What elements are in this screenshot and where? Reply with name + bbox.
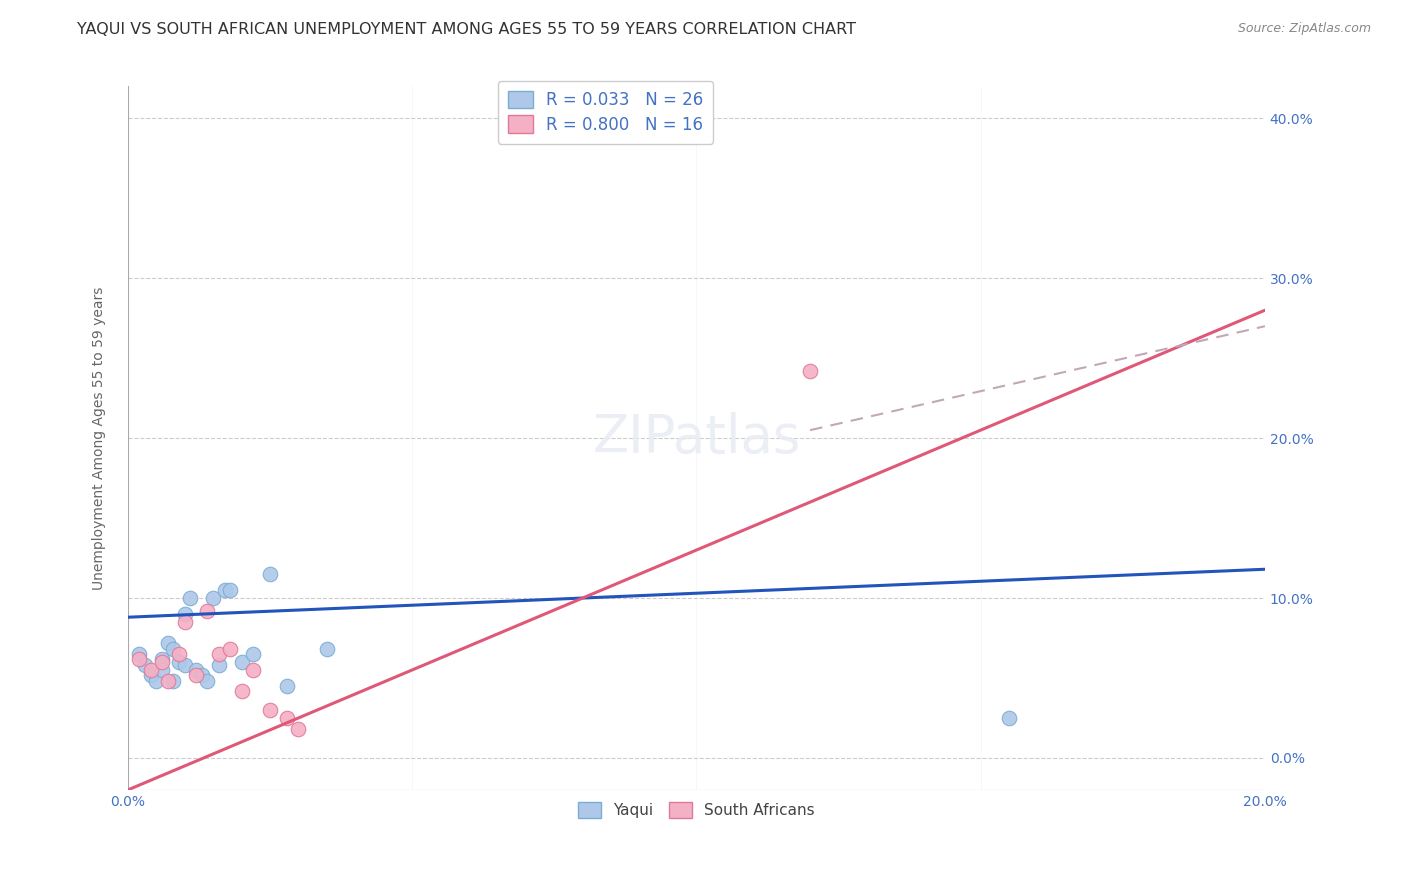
- Point: [219, 582, 242, 597]
- Point: [276, 679, 298, 693]
- Point: [799, 364, 821, 378]
- Point: [128, 652, 150, 666]
- Text: YAQUI VS SOUTH AFRICAN UNEMPLOYMENT AMONG AGES 55 TO 59 YEARS CORRELATION CHART: YAQUI VS SOUTH AFRICAN UNEMPLOYMENT AMON…: [77, 22, 856, 37]
- Point: [197, 604, 219, 618]
- Text: ZIPatlas: ZIPatlas: [592, 412, 800, 464]
- Y-axis label: Unemployment Among Ages 55 to 59 years: Unemployment Among Ages 55 to 59 years: [93, 286, 107, 590]
- Point: [231, 655, 253, 669]
- Point: [184, 667, 207, 681]
- Point: [219, 642, 242, 657]
- Point: [150, 652, 173, 666]
- Point: [156, 636, 179, 650]
- Point: [150, 655, 173, 669]
- Point: [145, 674, 167, 689]
- Point: [162, 674, 184, 689]
- Point: [167, 647, 190, 661]
- Point: [276, 711, 298, 725]
- Point: [287, 722, 309, 736]
- Point: [231, 683, 253, 698]
- Point: [162, 642, 184, 657]
- Point: [315, 642, 337, 657]
- Text: Source: ZipAtlas.com: Source: ZipAtlas.com: [1237, 22, 1371, 36]
- Point: [173, 658, 195, 673]
- Point: [184, 663, 207, 677]
- Point: [208, 658, 231, 673]
- Point: [202, 591, 225, 605]
- Point: [139, 663, 162, 677]
- Point: [197, 674, 219, 689]
- Point: [214, 582, 236, 597]
- Point: [242, 663, 264, 677]
- Point: [208, 647, 231, 661]
- Point: [998, 711, 1021, 725]
- Point: [191, 667, 214, 681]
- Point: [259, 567, 281, 582]
- Point: [139, 667, 162, 681]
- Point: [242, 647, 264, 661]
- Point: [167, 655, 190, 669]
- Point: [173, 615, 195, 629]
- Point: [179, 591, 201, 605]
- Point: [259, 703, 281, 717]
- Point: [134, 658, 156, 673]
- Point: [173, 607, 195, 621]
- Point: [150, 663, 173, 677]
- Legend: Yaqui, South Africans: Yaqui, South Africans: [572, 797, 821, 824]
- Point: [128, 647, 150, 661]
- Point: [156, 674, 179, 689]
